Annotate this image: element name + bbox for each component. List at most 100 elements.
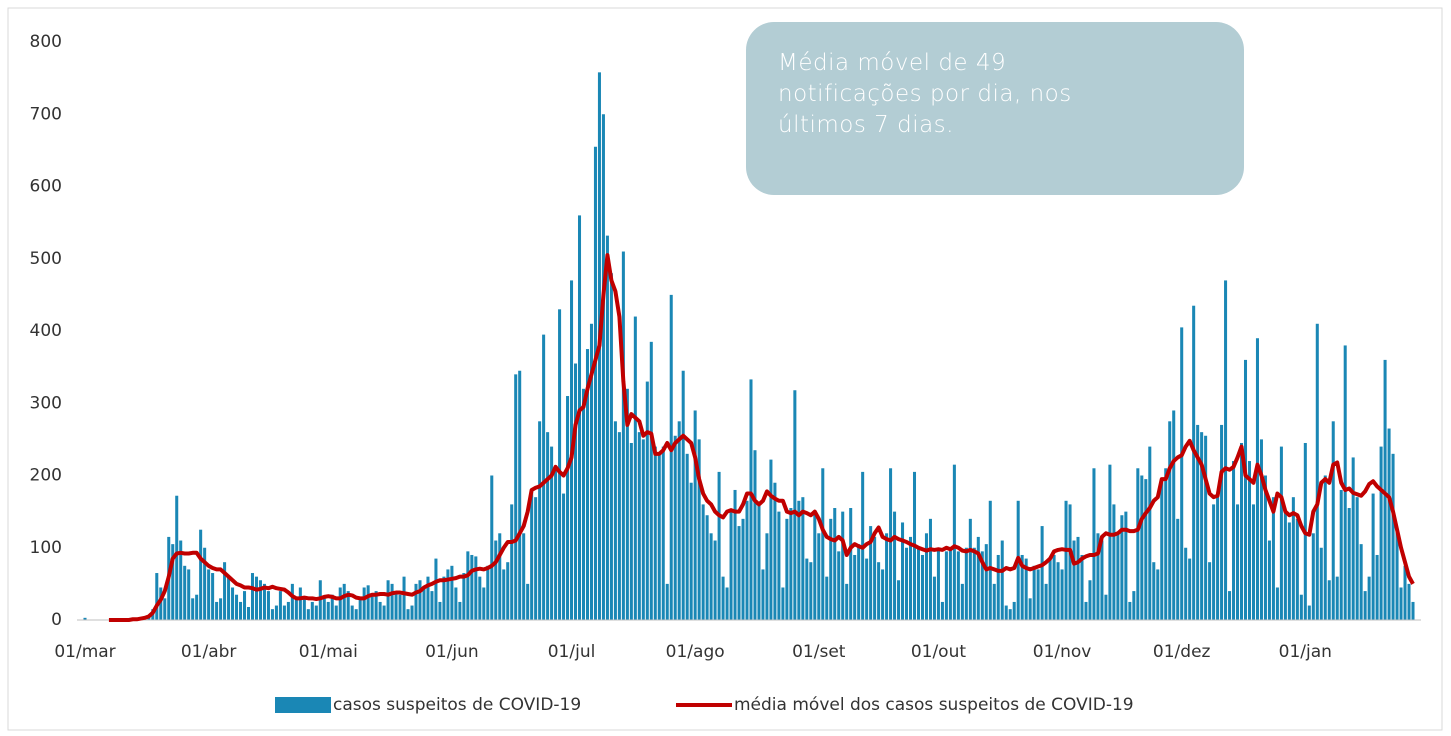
bar: [825, 576, 829, 620]
y-tick-label: 400: [30, 321, 62, 341]
bar: [633, 316, 637, 620]
bar: [948, 547, 952, 620]
bar: [171, 544, 175, 620]
bar: [1156, 569, 1160, 620]
bar: [769, 459, 773, 620]
bar: [1379, 446, 1383, 620]
bar: [1052, 554, 1056, 620]
bar: [1048, 558, 1052, 620]
bar: [514, 374, 518, 620]
bar: [777, 511, 781, 620]
bar: [924, 533, 928, 620]
bar: [286, 601, 290, 620]
bar: [330, 594, 334, 620]
bar: [334, 605, 338, 620]
bar: [781, 587, 785, 620]
bar: [901, 522, 905, 620]
bar: [1335, 576, 1339, 620]
bar: [693, 410, 697, 620]
bar: [1275, 587, 1279, 620]
bar: [717, 471, 721, 620]
bar: [342, 583, 346, 620]
bar: [1100, 540, 1104, 620]
bar: [322, 598, 326, 620]
bar: [956, 551, 960, 620]
bar: [853, 554, 857, 620]
bar: [558, 309, 562, 620]
bar: [1255, 338, 1259, 620]
y-tick-label: 700: [30, 104, 62, 124]
bar: [490, 475, 494, 620]
bar: [175, 495, 179, 620]
bar: [1108, 464, 1112, 620]
y-tick-label: 0: [51, 610, 62, 630]
bar: [430, 591, 434, 620]
bar: [1240, 442, 1244, 620]
bar: [621, 251, 625, 620]
bar: [386, 580, 390, 620]
bar: [821, 468, 825, 620]
bar: [1028, 598, 1032, 620]
bar: [1263, 475, 1267, 620]
bar: [1395, 529, 1399, 620]
bar: [1104, 594, 1108, 620]
bar: [1236, 504, 1240, 620]
bar: [246, 606, 251, 620]
bar: [984, 544, 988, 620]
bar: [936, 547, 940, 620]
bar: [350, 605, 354, 620]
bar: [310, 601, 314, 620]
bar: [613, 421, 617, 620]
bar: [466, 551, 470, 620]
bar: [1216, 493, 1220, 620]
bar: [510, 504, 514, 620]
bar: [725, 587, 729, 620]
bar: [1243, 359, 1248, 620]
bar: [227, 576, 231, 620]
bar: [374, 591, 378, 620]
bar: [1144, 479, 1148, 620]
bar: [1299, 594, 1303, 620]
bar: [418, 580, 422, 620]
bar: [1208, 562, 1212, 620]
legend-label: casos suspeitos de COVID-19: [333, 695, 581, 715]
bar: [1160, 479, 1164, 620]
bar: [1152, 562, 1156, 620]
bar: [1072, 540, 1076, 620]
bar: [494, 540, 498, 620]
x-tick-label: 01/abr: [181, 642, 237, 662]
bar: [422, 587, 426, 620]
bar: [1140, 475, 1144, 620]
bar: [1343, 345, 1347, 620]
bar: [641, 439, 645, 620]
bar: [1220, 424, 1224, 620]
bar: [1375, 554, 1379, 620]
bar: [526, 583, 530, 620]
bar: [1283, 511, 1287, 620]
bar: [302, 598, 306, 620]
x-tick-label: 01/nov: [1033, 642, 1092, 662]
bar: [897, 580, 901, 620]
bar: [865, 558, 869, 620]
bar: [262, 583, 266, 620]
bar: [458, 601, 462, 620]
bar: [908, 536, 913, 620]
bar: [382, 605, 386, 620]
bar: [1339, 489, 1343, 620]
bar: [944, 551, 948, 620]
bar: [877, 562, 881, 620]
bar: [817, 533, 821, 620]
x-tick-label: 01/ago: [666, 642, 725, 662]
bar: [530, 489, 534, 620]
bar: [737, 526, 741, 620]
bar: [916, 547, 921, 620]
bar: [661, 446, 665, 620]
bar: [1351, 457, 1355, 620]
bar: [797, 500, 801, 620]
bar: [215, 601, 219, 620]
bar: [191, 598, 195, 620]
bar: [482, 587, 486, 620]
bar: [258, 580, 262, 620]
bar: [940, 601, 944, 620]
